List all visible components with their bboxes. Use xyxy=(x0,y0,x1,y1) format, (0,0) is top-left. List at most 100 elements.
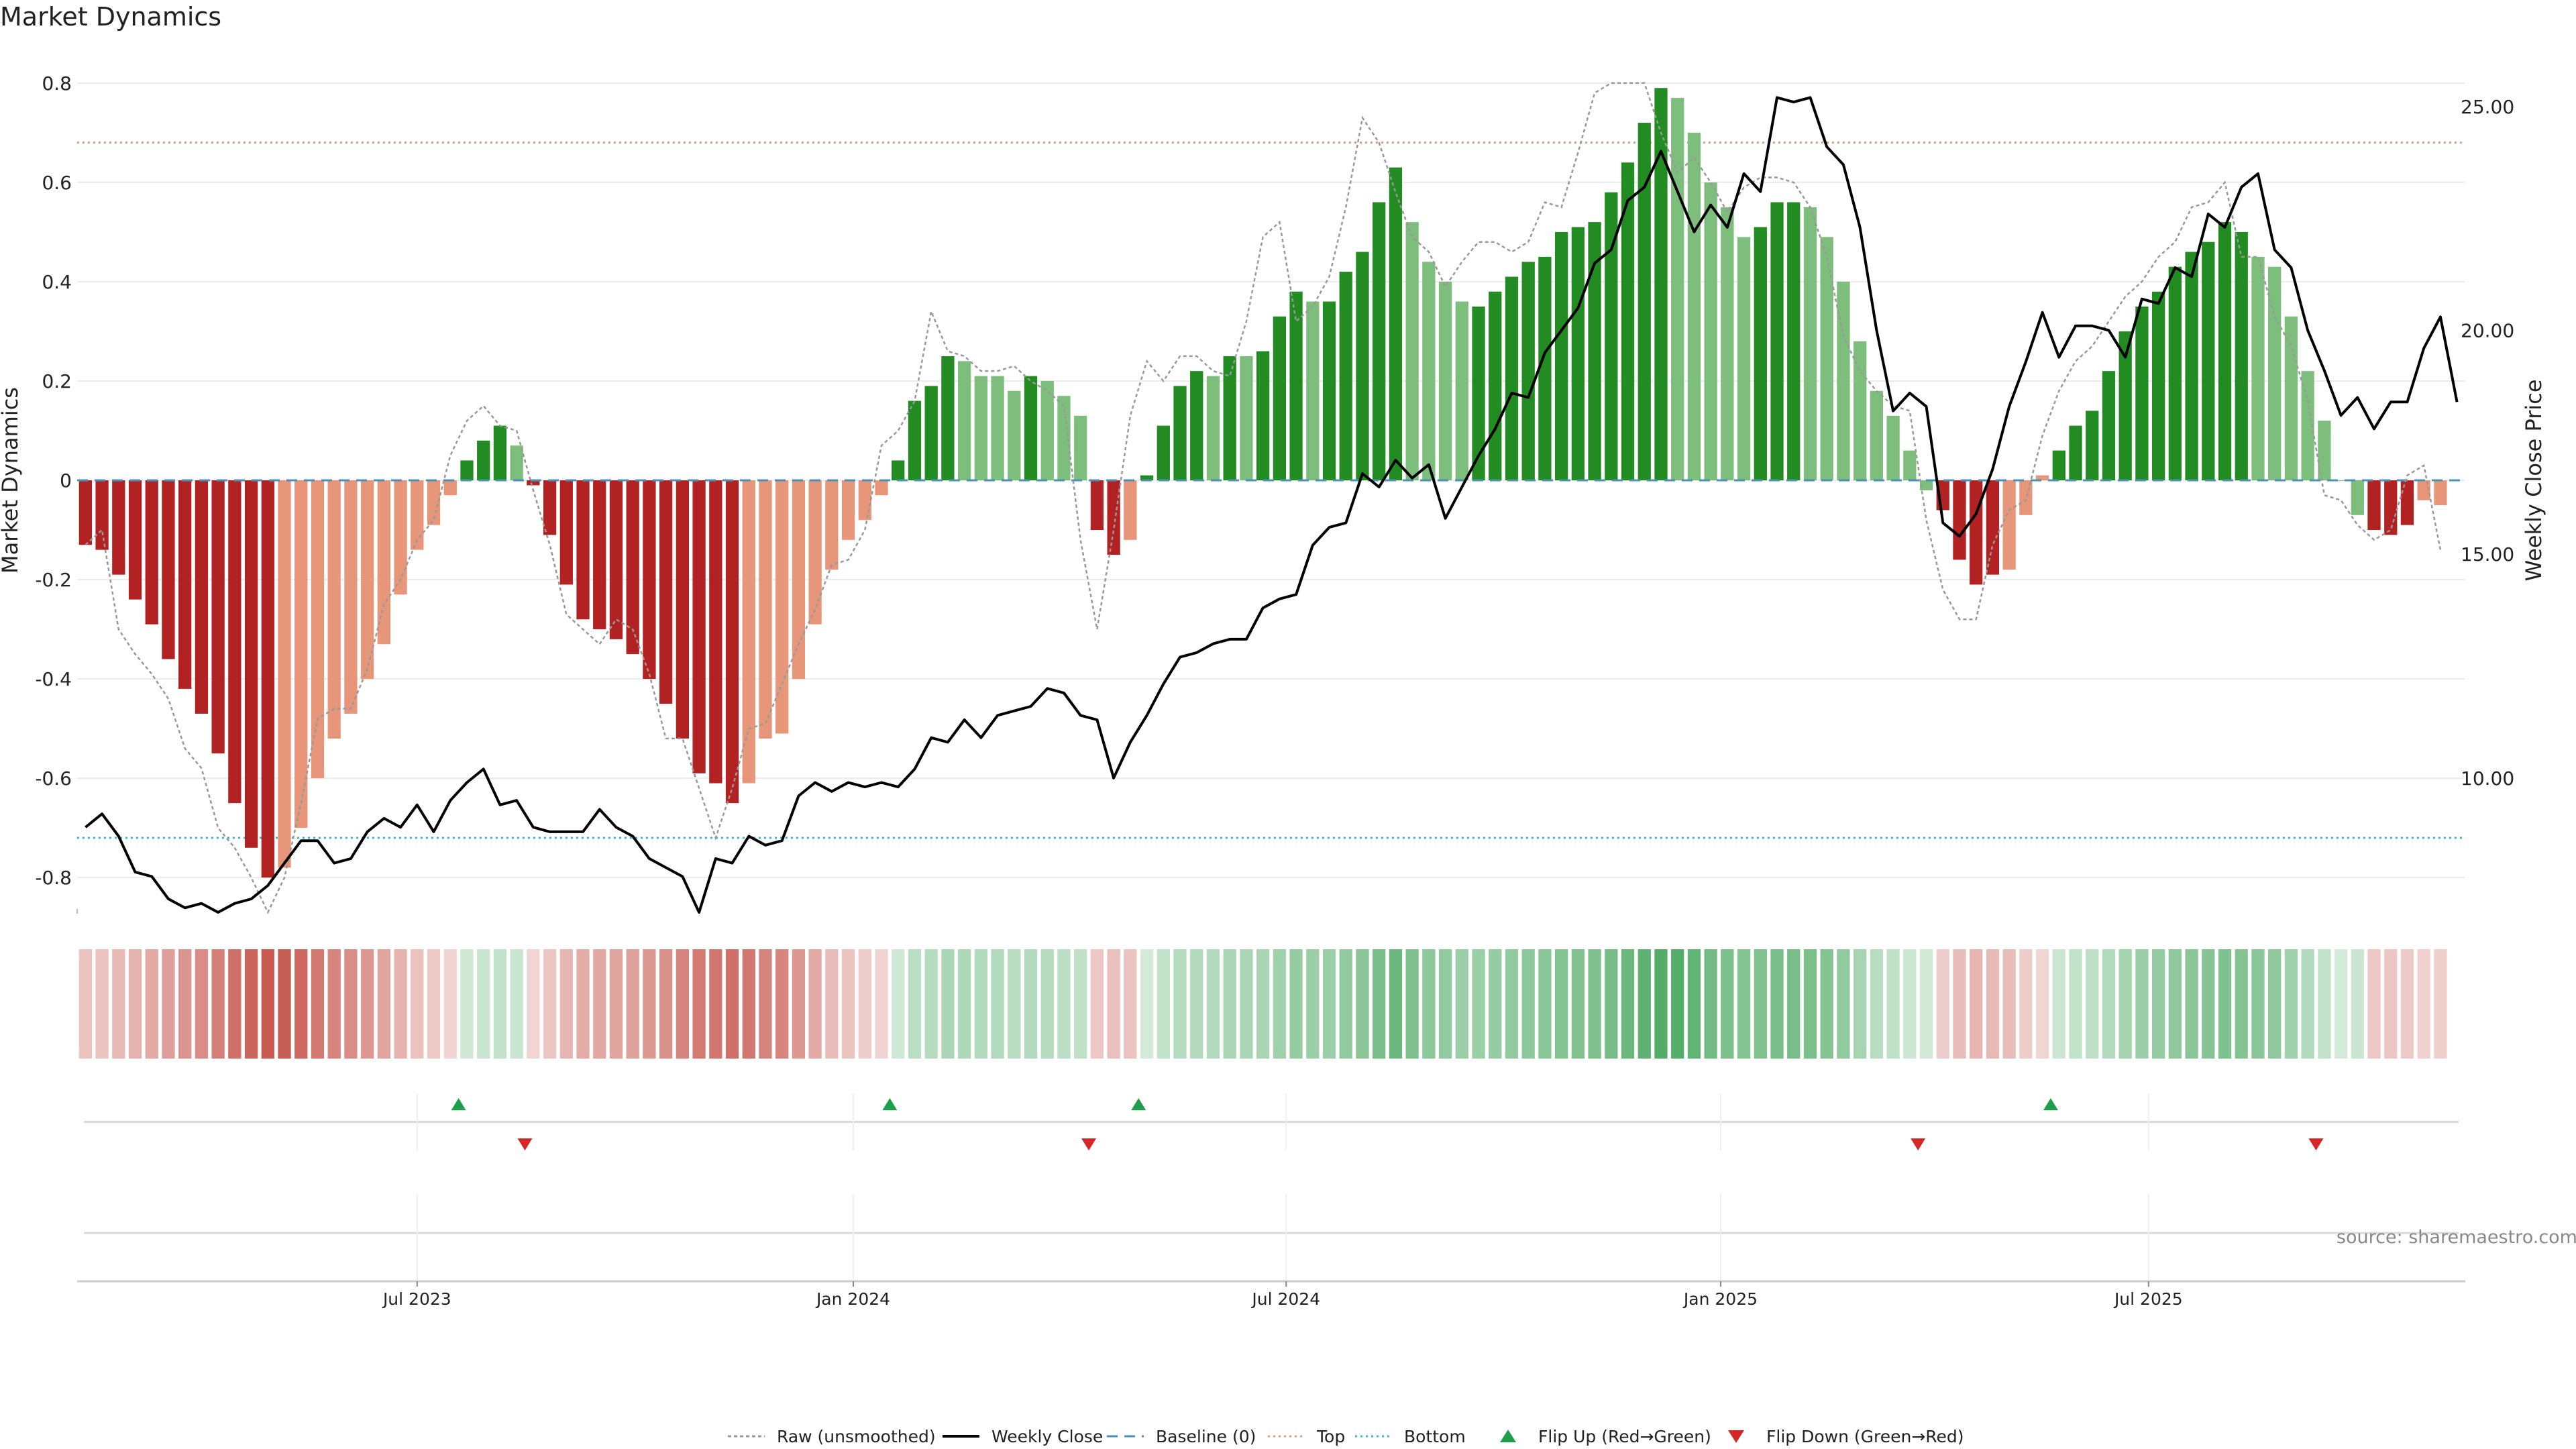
strip-cell xyxy=(841,949,855,1059)
legend-item: Bottom xyxy=(1355,1427,1466,1446)
y-left-tick-label: 0.2 xyxy=(42,370,72,392)
bar xyxy=(1621,162,1635,480)
bars xyxy=(78,88,2447,878)
strip-cell xyxy=(1986,949,2000,1059)
strip-cell xyxy=(1554,949,1568,1059)
bar xyxy=(1687,132,1701,480)
strip-cell xyxy=(1074,949,1087,1059)
bar xyxy=(1505,276,1519,480)
strip-cell xyxy=(162,949,175,1059)
strip-cell xyxy=(145,949,158,1059)
bar xyxy=(1240,356,1253,480)
strip-cell xyxy=(344,949,358,1059)
bar xyxy=(2417,480,2430,500)
legend-item: Baseline (0) xyxy=(1107,1427,1256,1446)
strip-cell xyxy=(1405,949,1419,1059)
strip-cell xyxy=(294,949,308,1059)
strip-cell xyxy=(128,949,142,1059)
bar xyxy=(2284,316,2298,480)
strip-cell xyxy=(78,949,93,1059)
strip-cell xyxy=(1024,949,1038,1059)
strip-cell xyxy=(1588,949,1601,1059)
strip-cell xyxy=(394,949,407,1059)
strip-cell xyxy=(2367,949,2381,1059)
strip-cell xyxy=(991,949,1004,1059)
x-tick-label: Jul 2025 xyxy=(2113,1289,2183,1309)
bar xyxy=(2118,331,2132,480)
flip-down-marker xyxy=(2308,1138,2324,1150)
strip-cell xyxy=(1057,949,1071,1059)
strip-cell xyxy=(2251,949,2265,1059)
strip-cell xyxy=(2118,949,2132,1059)
bar xyxy=(1190,371,1203,480)
x-tick-label: Jul 2023 xyxy=(382,1289,451,1309)
bar xyxy=(211,480,225,754)
strip-cell xyxy=(941,949,955,1059)
y-left-tick-label: 0.8 xyxy=(42,72,72,95)
y-left-axis-label: Market Dynamics xyxy=(0,387,23,574)
strip-cell xyxy=(360,949,374,1059)
bar xyxy=(1422,262,1436,480)
bar xyxy=(527,480,540,486)
bar xyxy=(1737,237,1751,480)
strip-cell xyxy=(593,949,606,1059)
bar xyxy=(311,480,325,779)
bar xyxy=(244,480,258,848)
bar xyxy=(2318,421,2331,480)
strip-cell xyxy=(2384,949,2398,1059)
y-right-tick-label: 15.00 xyxy=(2461,543,2514,566)
strip-cell xyxy=(2351,949,2364,1059)
bar xyxy=(1472,306,1485,480)
bar xyxy=(1671,98,1684,480)
bar xyxy=(1853,341,1867,480)
strip-cell xyxy=(1140,949,1154,1059)
bar xyxy=(195,480,209,714)
strip-cell xyxy=(2168,949,2182,1059)
bar xyxy=(892,460,905,480)
bar xyxy=(1538,256,1552,480)
raw-line xyxy=(85,82,2442,914)
bar xyxy=(2002,480,2016,570)
strip-cell xyxy=(1289,949,1303,1059)
strip-cell xyxy=(1671,949,1684,1059)
bar xyxy=(1721,207,1734,480)
bar xyxy=(1654,88,1668,480)
bar xyxy=(2301,371,2314,480)
bar xyxy=(2434,480,2447,506)
legend-item: Top xyxy=(1268,1427,1345,1446)
bar xyxy=(1389,167,1403,481)
bar xyxy=(162,480,175,659)
strip-cell xyxy=(1190,949,1203,1059)
strip-cell xyxy=(1107,949,1120,1059)
strip-cell xyxy=(1521,949,1535,1059)
strip-cell xyxy=(1223,949,1236,1059)
bar xyxy=(2035,475,2049,480)
strip-cell xyxy=(1489,949,1502,1059)
legend-item: Raw (unsmoothed) xyxy=(728,1427,936,1446)
strip-cell xyxy=(1853,949,1867,1059)
strip-cell xyxy=(1040,949,1054,1059)
bar xyxy=(1704,182,1717,480)
strip-cell xyxy=(2202,949,2215,1059)
y-left-tick-label: -0.6 xyxy=(35,767,72,790)
strip-cell xyxy=(278,949,291,1059)
strip-cell xyxy=(2185,949,2198,1059)
bar xyxy=(1173,386,1187,480)
bar xyxy=(676,480,690,739)
strip-cell xyxy=(1754,949,1767,1059)
strip-cell xyxy=(957,949,971,1059)
y-left-tick-label: -0.4 xyxy=(35,668,72,690)
bar xyxy=(792,480,806,680)
strip-cell xyxy=(1903,949,1917,1059)
flip-up-marker xyxy=(882,1098,898,1110)
bar xyxy=(1289,291,1303,480)
bar xyxy=(1886,415,1900,480)
flip-up-marker xyxy=(451,1098,466,1110)
bar xyxy=(327,480,341,739)
heat-strip xyxy=(78,949,2447,1059)
strip-cell xyxy=(2235,949,2248,1059)
strip-cell xyxy=(1124,949,1137,1059)
strip-cell xyxy=(377,949,391,1059)
bar xyxy=(443,480,457,496)
